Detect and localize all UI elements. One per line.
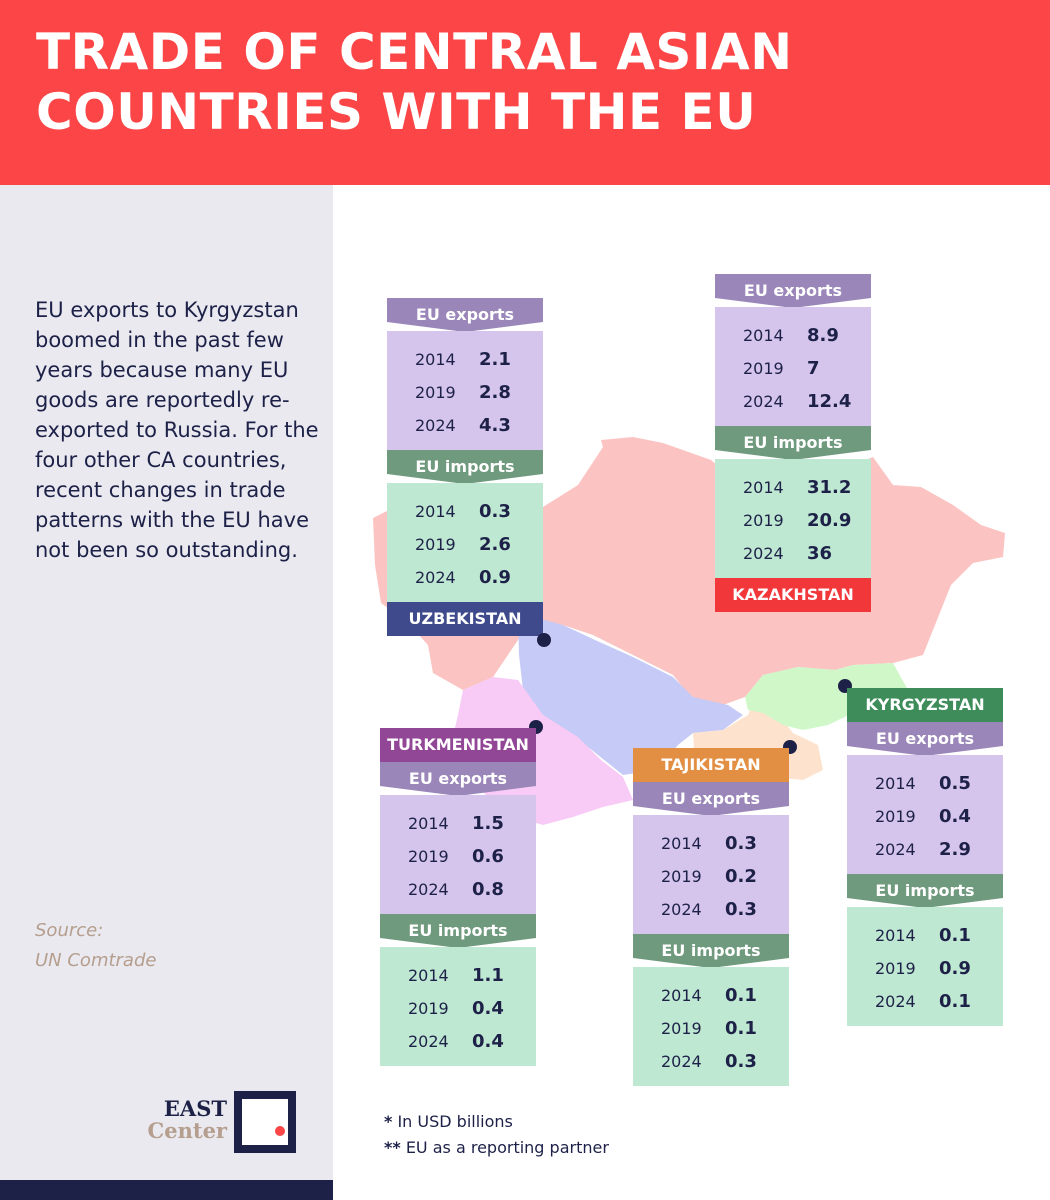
uzbekistan-trade-table: EU exports 2014 2.1 2019 2.8 2024 4.3 EU im…: [387, 298, 543, 636]
eu-imports-header: EU imports: [380, 914, 536, 947]
table-row: 2019 0.9: [875, 958, 971, 979]
eu-exports-list: 2014 0.5 2019 0.4 2024 2.9: [847, 755, 1003, 874]
table-row: 2019 0.2: [661, 866, 757, 887]
sidebar-footer-bar: [0, 1180, 333, 1200]
table-row: 2014 8.9: [743, 325, 839, 346]
eu-exports-header: EU exports: [387, 298, 543, 331]
table-row: 2024 12.4: [743, 391, 852, 412]
uzbekistan-region: [518, 613, 743, 775]
eu-imports-header: EU imports: [633, 934, 789, 967]
country-label-kyrgyzstan: KYRGYZSTAN: [847, 688, 1003, 722]
source-label: Source:: [35, 920, 104, 941]
table-row: 2019 0.6: [408, 846, 504, 867]
country-label-turkmenistan: TURKMENISTAN: [380, 728, 536, 762]
eu-imports-header: EU imports: [715, 426, 871, 459]
table-row: 2014 0.5: [875, 773, 971, 794]
eu-exports-list: 2014 2.1 2019 2.8 2024 4.3: [387, 331, 543, 450]
logo-east: EAST: [163, 1096, 227, 1121]
eu-imports-list: 2014 0.3 2019 2.6 2024 0.9: [387, 483, 543, 602]
eu-imports-list: 2014 1.1 2019 0.4 2024 0.4: [380, 947, 536, 1066]
east-center-logo-icon: [234, 1091, 296, 1153]
table-row: 2024 0.9: [415, 567, 511, 588]
tajikistan-trade-table: TAJIKISTAN EU exports 2014 0.3 2019 0.2 20…: [633, 748, 789, 1086]
table-row: 2014 0.3: [661, 833, 757, 854]
kyrgyzstan-trade-table: KYRGYZSTAN EU exports 2014 0.5 2019 0.4 20…: [847, 688, 1003, 1026]
country-label-uzbekistan: UZBEKISTAN: [387, 602, 543, 636]
footnote-currency: * In USD billions: [384, 1112, 513, 1131]
kyrgyzstan-region: [745, 663, 908, 730]
table-row: 2024 4.3: [415, 415, 511, 436]
table-row: 2014 1.1: [408, 965, 504, 986]
table-row: 2024 2.9: [875, 839, 971, 860]
table-row: 2024 0.3: [661, 899, 757, 920]
eu-exports-list: 2014 8.9 2019 7 2024 12.4: [715, 307, 871, 426]
page-title: TRADE OF CENTRAL ASIAN COUNTRIES WITH TH…: [36, 23, 793, 141]
table-row: 2024 0.1: [875, 991, 971, 1012]
eu-imports-header: EU imports: [387, 450, 543, 483]
table-row: 2014 0.1: [875, 925, 971, 946]
table-row: 2014 1.5: [408, 813, 504, 834]
kazakhstan-trade-table: EU exports 2014 8.9 2019 7 2024 12.4 EU imp…: [715, 274, 871, 612]
source-note: Source: UN Comtrade: [35, 916, 295, 976]
table-row: 2024 0.4: [408, 1031, 504, 1052]
table-row: 2024 0.8: [408, 879, 504, 900]
footnote-reporting-partner: ** EU as a reporting partner: [384, 1138, 609, 1157]
eu-imports-header: EU imports: [847, 874, 1003, 907]
table-row: 2014 0.3: [415, 501, 511, 522]
eu-imports-list: 2014 31.2 2019 20.9 2024 36: [715, 459, 871, 578]
table-row: 2019 0.4: [875, 806, 971, 827]
table-row: 2019 2.6: [415, 534, 511, 555]
eu-exports-list: 2014 0.3 2019 0.2 2024 0.3: [633, 815, 789, 934]
table-row: 2019 0.4: [408, 998, 504, 1019]
table-row: 2024 0.3: [661, 1051, 757, 1072]
uzbekistan-pin: [537, 633, 551, 647]
table-row: 2014 0.1: [661, 985, 757, 1006]
country-label-tajikistan: TAJIKISTAN: [633, 748, 789, 782]
logo-center: Center: [147, 1118, 227, 1143]
east-center-logo-text: EAST Center: [147, 1098, 227, 1142]
eu-exports-header: EU exports: [633, 782, 789, 815]
turkmenistan-trade-table: TURKMENISTAN EU exports 2014 1.5 2019 0.6 …: [380, 728, 536, 1066]
table-row: 2014 31.2: [743, 477, 852, 498]
eu-imports-list: 2014 0.1 2019 0.9 2024 0.1: [847, 907, 1003, 1026]
eu-exports-list: 2014 1.5 2019 0.6 2024 0.8: [380, 795, 536, 914]
source-value: UN Comtrade: [35, 950, 157, 971]
table-row: 2024 36: [743, 543, 833, 564]
eu-imports-list: 2014 0.1 2019 0.1 2024 0.3: [633, 967, 789, 1086]
table-row: 2019 0.1: [661, 1018, 757, 1039]
table-row: 2019 2.8: [415, 382, 511, 403]
eu-exports-header: EU exports: [715, 274, 871, 307]
table-row: 2014 2.1: [415, 349, 511, 370]
title-banner: TRADE OF CENTRAL ASIAN COUNTRIES WITH TH…: [0, 0, 1050, 185]
eu-exports-header: EU exports: [380, 762, 536, 795]
table-row: 2019 7: [743, 358, 820, 379]
sidebar: [0, 185, 333, 1200]
description-text: EU exports to Kyrgyzstan boomed in the p…: [35, 298, 319, 562]
table-row: 2019 20.9: [743, 510, 852, 531]
country-label-kazakhstan: KAZAKHSTAN: [715, 578, 871, 612]
eu-exports-header: EU exports: [847, 722, 1003, 755]
